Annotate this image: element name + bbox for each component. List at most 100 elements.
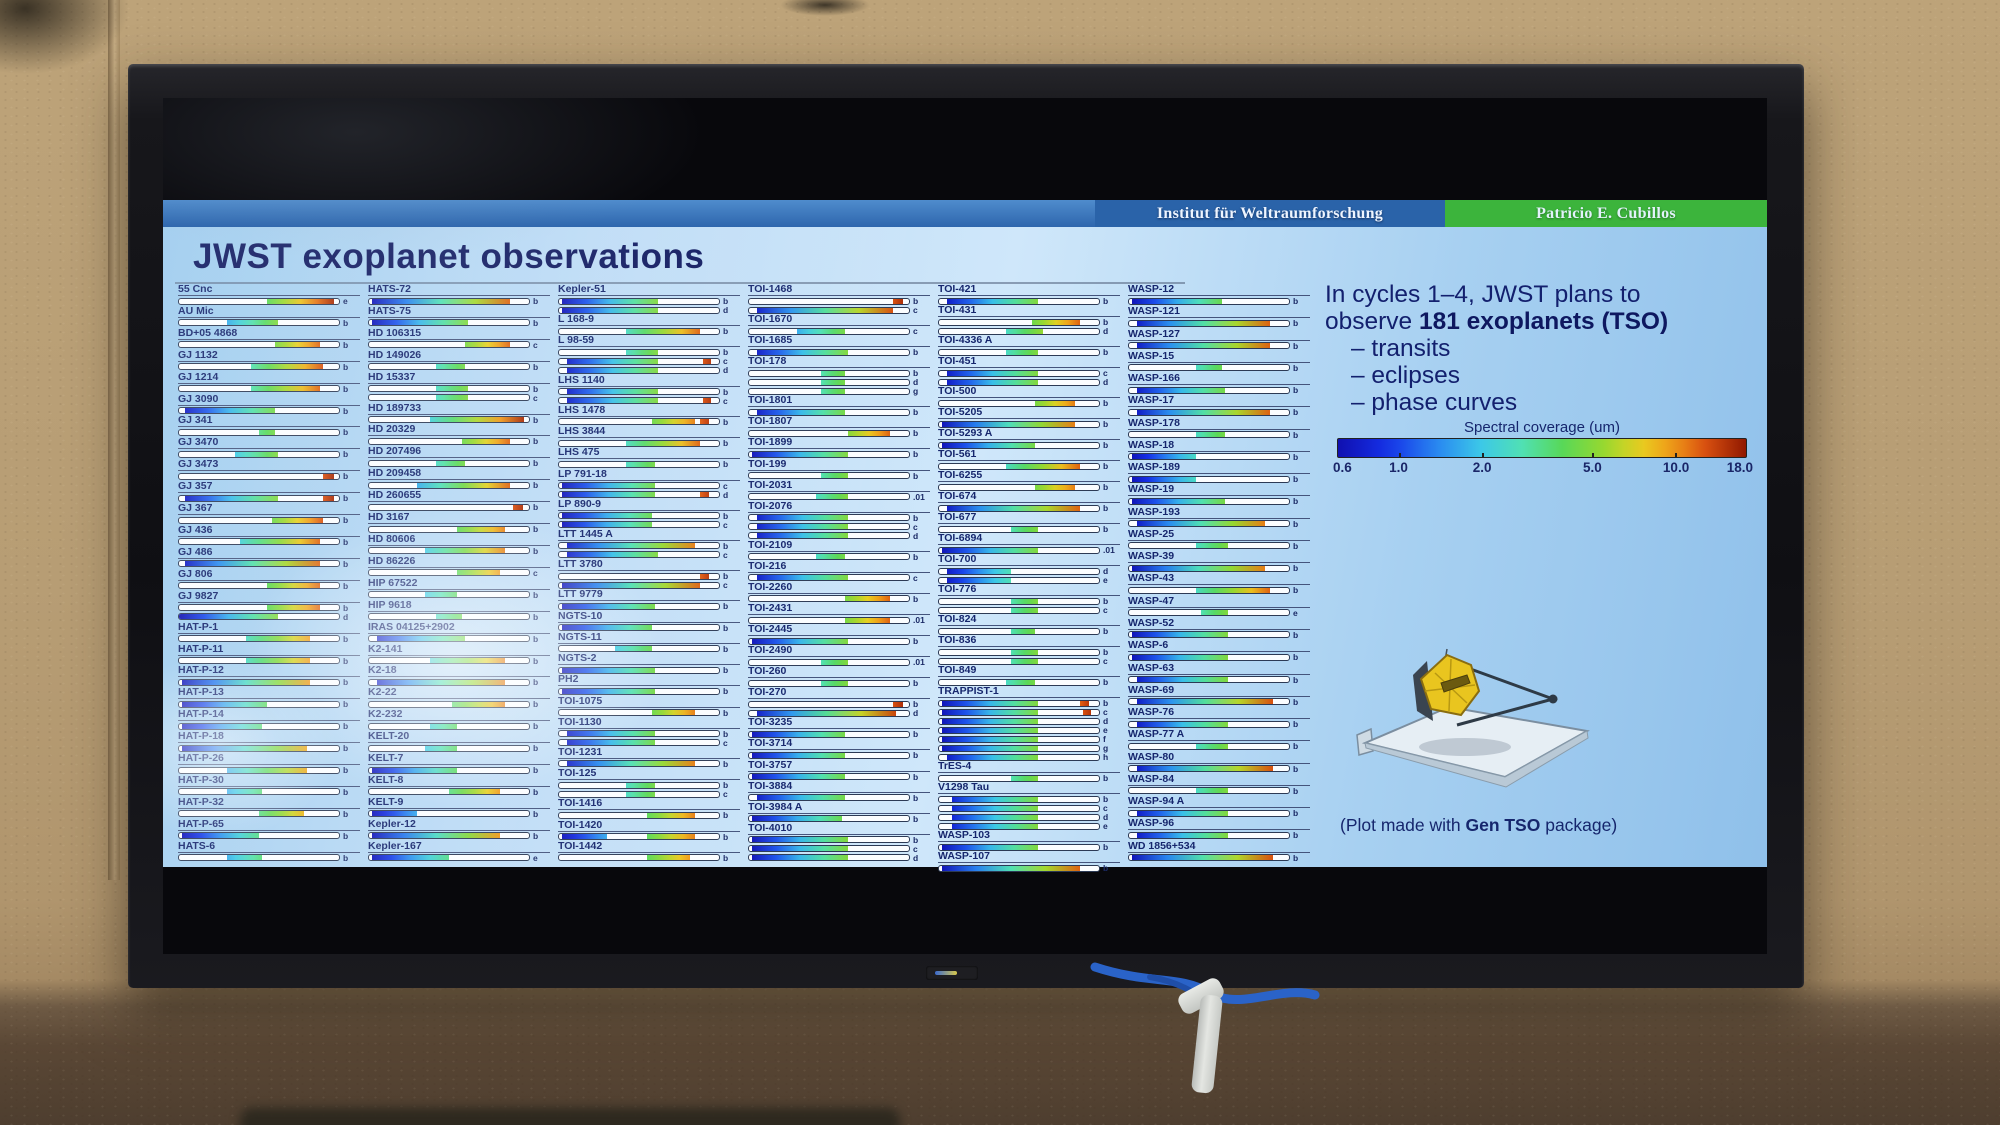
coverage-span (942, 736, 1039, 742)
coverage-span (323, 495, 335, 501)
system-entry: TOI-1442 b (558, 841, 740, 862)
planet-row: b (1128, 742, 1310, 751)
planet-name: TOI-125 (558, 768, 740, 781)
planet-name: HD 209458 (368, 468, 550, 481)
planet-name: TOI-1685 (748, 335, 930, 348)
coverage-bar (1128, 742, 1290, 750)
system-entry: TOI-178 b d g (748, 356, 930, 395)
planet-letter: b (1293, 563, 1299, 574)
coverage-span (1083, 709, 1091, 715)
planet-letter: .01 (1103, 545, 1115, 555)
planet-letter: d (1103, 326, 1109, 336)
planet-name: WASP-103 (938, 830, 1120, 842)
planet-name: GJ 341 (178, 415, 360, 428)
coverage-span (699, 492, 710, 498)
coverage-bar (938, 567, 1100, 575)
coverage-bar (938, 399, 1100, 407)
system-entry: WD 1856+534 b (1128, 841, 1310, 862)
planet-row: c (558, 521, 740, 529)
planet-row: b (558, 854, 740, 862)
coverage-span (436, 614, 462, 620)
planet-row: b (938, 399, 1120, 407)
planet-name: HD 189733 (368, 403, 550, 415)
coverage-bar (938, 726, 1100, 734)
planet-row: b (178, 744, 360, 752)
coverage-bar (558, 521, 720, 529)
planet-row: b (558, 572, 740, 580)
coverage-bar (938, 378, 1100, 386)
system-entry: HD 207496 b (368, 446, 550, 468)
system-entry: TOI-421 b (938, 284, 1120, 305)
planet-row: b (178, 810, 360, 818)
planet-name: GJ 3473 (178, 459, 360, 472)
planet-row: b (178, 853, 360, 862)
coverage-span (752, 855, 849, 861)
planet-name: WASP-76 (1128, 707, 1310, 720)
planet-row: b (748, 369, 930, 377)
coverage-span (567, 367, 659, 373)
coverage-span (821, 659, 849, 665)
planet-letter: e (1103, 821, 1108, 831)
system-entry: WASP-166 b (1128, 373, 1310, 394)
system-entry: WASP-19 b (1128, 484, 1310, 506)
planet-row: g (748, 387, 930, 395)
colorbar-tick-mark (1675, 453, 1678, 458)
planet-letter: b (1103, 482, 1109, 492)
coverage-bar (558, 760, 720, 768)
planet-row: b (1128, 430, 1310, 439)
system-entry: TOI-1075 b (558, 696, 740, 717)
planet-name: WASP-96 (1128, 818, 1310, 831)
planet-name: TOI-199 (748, 459, 930, 471)
system-entry: WASP-103 b (938, 830, 1120, 851)
planet-row: c (558, 551, 740, 559)
coverage-bar (1128, 564, 1290, 572)
planet-letter: .01 (913, 615, 925, 626)
coverage-bar (558, 581, 720, 589)
planet-letter: b (913, 407, 919, 418)
planet-letter: b (343, 633, 349, 644)
planet-letter: b (723, 296, 729, 306)
coverage-span (562, 667, 655, 673)
coverage-bar (748, 408, 910, 416)
planet-name: LTT 1445 A (558, 529, 740, 541)
coverage-span (457, 570, 501, 576)
system-entry: TOI-6255 b (938, 470, 1120, 491)
coverage-bar (368, 854, 530, 862)
planet-letter: b (343, 339, 349, 350)
planet-row: c (938, 657, 1120, 665)
coverage-span (182, 701, 267, 707)
coverage-span (436, 386, 469, 392)
planet-row: b (1128, 831, 1310, 840)
chart-column: TOI-1468 b c TOI-1670 c TOI-1685 b TOI-178 b d g TO… (748, 284, 930, 862)
coverage-span (699, 419, 710, 425)
planet-row: b (748, 751, 930, 760)
coverage-span (821, 680, 849, 686)
author-banner: Patricio E. Cubillos (1445, 200, 1767, 227)
system-entry: HIP 67522 b (368, 578, 550, 599)
coverage-bar (938, 462, 1100, 470)
system-entry: TOI-1468 b c (748, 284, 930, 314)
system-entry: K2-232 b (368, 709, 550, 730)
planet-letter: b (723, 686, 729, 697)
planet-row: c (368, 393, 550, 402)
coverage-bar (178, 385, 340, 393)
system-entry: HD 15337 b c (368, 372, 550, 402)
coverage-span (562, 625, 652, 631)
coverage-bar (368, 547, 530, 555)
coverage-span (752, 837, 849, 843)
planet-name: WASP-17 (1128, 395, 1310, 408)
coverage-span (185, 495, 279, 501)
planet-row: .01 (748, 616, 930, 624)
colorbar-tick-label: 1.0 (1389, 460, 1408, 475)
coverage-span (1196, 365, 1222, 371)
coverage-bar (1128, 720, 1290, 728)
system-entry: WASP-43 b (1128, 573, 1310, 595)
system-entry: HATS-72 b (368, 284, 550, 305)
coverage-bar (368, 459, 530, 467)
coverage-span (816, 554, 845, 560)
planet-row: b (178, 656, 360, 665)
system-entry: HD 149026 b (368, 350, 550, 371)
planet-letter: b (533, 480, 539, 491)
system-entry: WASP-17 b (1128, 395, 1310, 417)
coverage-bar (368, 591, 530, 599)
